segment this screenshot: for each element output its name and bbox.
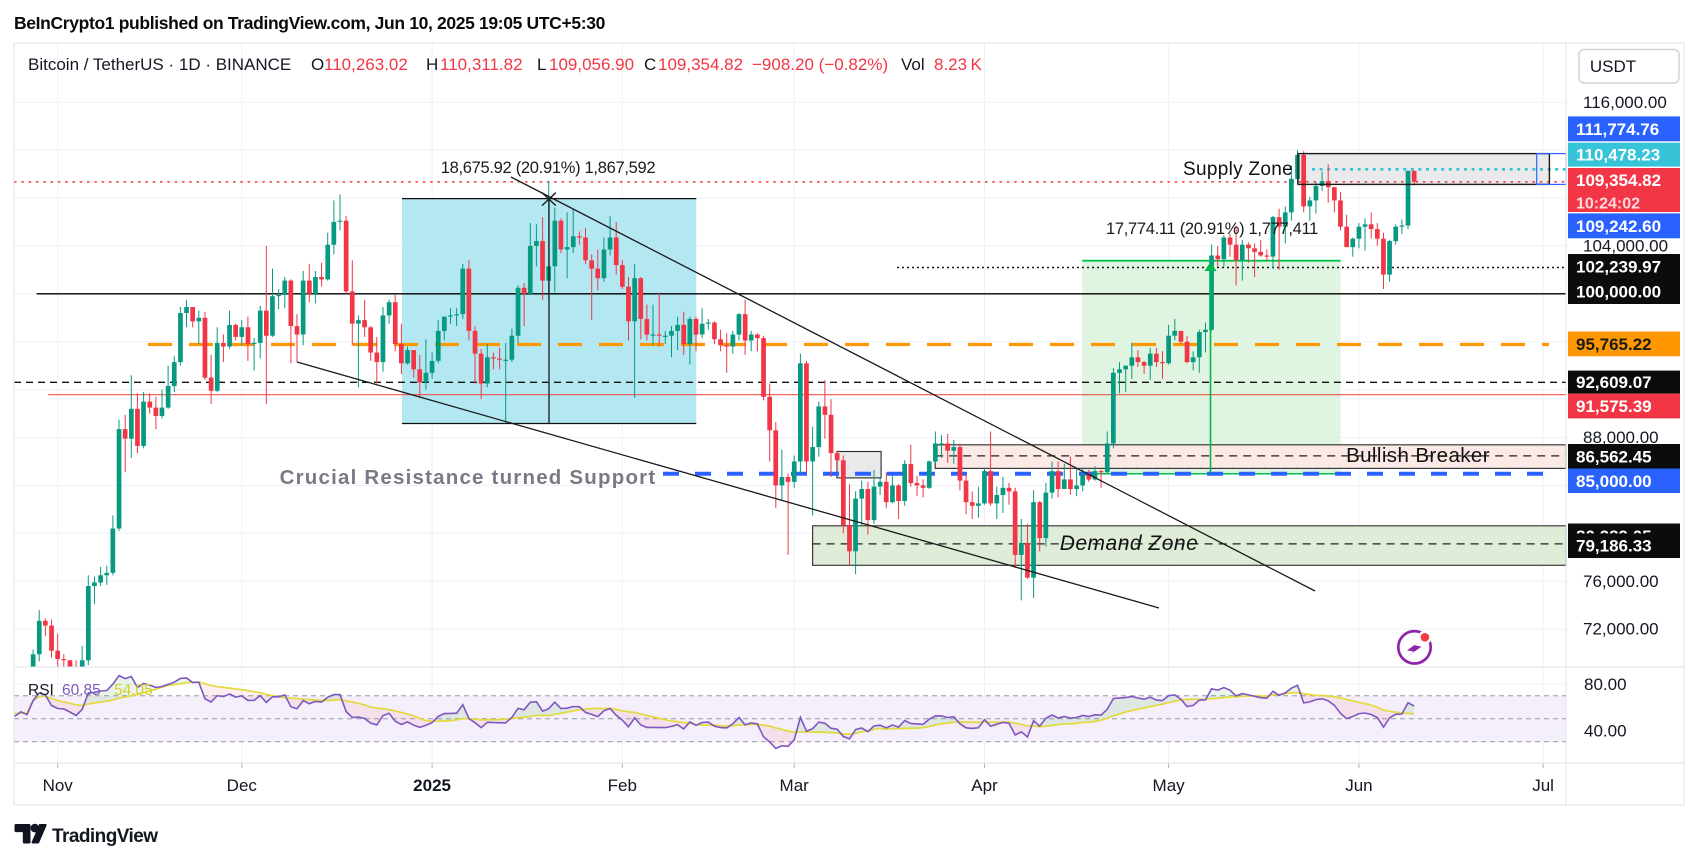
svg-text:USDT: USDT <box>1590 57 1636 76</box>
svg-text:60.85: 60.85 <box>62 682 101 699</box>
svg-text:79,186.33: 79,186.33 <box>1576 537 1652 556</box>
svg-text:Vol: Vol <box>901 55 925 74</box>
svg-text:85,000.00: 85,000.00 <box>1576 472 1652 491</box>
svg-text:H: H <box>426 55 438 74</box>
svg-text:Bitcoin / TetherUS · 1D · BINA: Bitcoin / TetherUS · 1D · BINANCE <box>28 55 291 74</box>
svg-text:Jun: Jun <box>1345 776 1372 795</box>
svg-text:116,000.00: 116,000.00 <box>1583 93 1667 112</box>
svg-text:10:24:02: 10:24:02 <box>1576 196 1640 213</box>
svg-text:TradingView: TradingView <box>52 826 158 847</box>
svg-text:Demand Zone: Demand Zone <box>1060 532 1199 555</box>
svg-text:−908.20 (−0.82%): −908.20 (−0.82%) <box>752 55 888 74</box>
svg-text:RSI: RSI <box>28 682 54 699</box>
svg-text:2025: 2025 <box>413 776 451 795</box>
svg-text:54.05: 54.05 <box>114 682 153 699</box>
svg-text:Nov: Nov <box>43 776 74 795</box>
svg-text:102,239.97: 102,239.97 <box>1576 258 1661 277</box>
svg-text:72,000.00: 72,000.00 <box>1583 620 1659 639</box>
svg-text:109,056.90: 109,056.90 <box>549 55 634 74</box>
svg-text:109,354.82: 109,354.82 <box>1576 171 1661 190</box>
svg-text:88,000.00: 88,000.00 <box>1583 428 1659 447</box>
svg-text:Jul: Jul <box>1532 776 1554 795</box>
svg-text:Crucial Resistance turned Supp: Crucial Resistance turned Support <box>280 466 657 489</box>
svg-text:Dec: Dec <box>227 776 258 795</box>
svg-text:L: L <box>537 55 546 74</box>
svg-text:104,000.00: 104,000.00 <box>1583 237 1668 256</box>
svg-text:8.23 K: 8.23 K <box>934 55 982 74</box>
svg-text:111,774.76: 111,774.76 <box>1576 120 1659 139</box>
svg-text:76,000.00: 76,000.00 <box>1583 572 1659 591</box>
svg-text:86,562.45: 86,562.45 <box>1576 447 1652 466</box>
svg-text:109,242.60: 109,242.60 <box>1576 217 1661 236</box>
svg-text:BeInCrypto1 published on Tradi: BeInCrypto1 published on TradingView.com… <box>14 13 606 33</box>
svg-text:Supply Zone: Supply Zone <box>1183 159 1293 180</box>
svg-text:18,675.92 (20.91%) 1,867,592: 18,675.92 (20.91%) 1,867,592 <box>441 159 656 177</box>
svg-text:Apr: Apr <box>971 776 998 795</box>
svg-text:110,263.02: 110,263.02 <box>324 55 408 74</box>
svg-text:O: O <box>311 55 324 74</box>
svg-text:May: May <box>1153 776 1186 795</box>
svg-text:17,774.11 (20.91%) 1,777,411: 17,774.11 (20.91%) 1,777,411 <box>1106 220 1318 238</box>
svg-text:C: C <box>644 55 656 74</box>
svg-text:Feb: Feb <box>608 776 637 795</box>
svg-text:92,609.07: 92,609.07 <box>1576 373 1652 392</box>
svg-text:40.00: 40.00 <box>1584 721 1627 740</box>
svg-text:Bullish Breaker: Bullish Breaker <box>1346 444 1490 467</box>
svg-text:80.00: 80.00 <box>1584 675 1627 694</box>
svg-text:Mar: Mar <box>780 776 810 795</box>
svg-text:110,311.82: 110,311.82 <box>440 55 523 74</box>
svg-text:91,575.39: 91,575.39 <box>1576 397 1652 416</box>
svg-text:100,000.00: 100,000.00 <box>1576 283 1661 302</box>
svg-text:95,765.22: 95,765.22 <box>1576 335 1652 354</box>
svg-text:110,478.23: 110,478.23 <box>1576 146 1660 165</box>
svg-text:109,354.82: 109,354.82 <box>658 55 743 74</box>
